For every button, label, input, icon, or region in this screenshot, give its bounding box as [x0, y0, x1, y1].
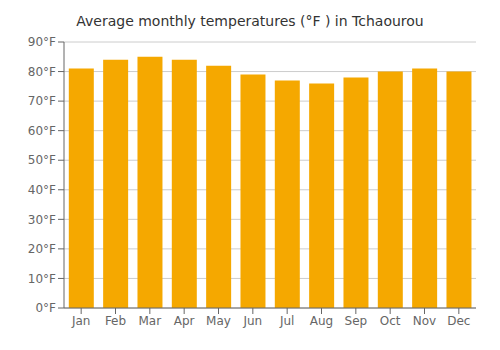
svg-text:20°F: 20°F [28, 242, 56, 256]
svg-text:Sep: Sep [345, 314, 368, 328]
svg-text:0°F: 0°F [35, 301, 56, 315]
svg-text:Nov: Nov [413, 314, 436, 328]
svg-text:Mar: Mar [139, 314, 162, 328]
svg-text:Apr: Apr [174, 314, 195, 328]
html-text:Average monthly temperatures (: Average monthly temperatures (°F ) in Tc… [76, 13, 424, 29]
svg-text:Oct: Oct [380, 314, 401, 328]
svg-text:80°F: 80°F [28, 65, 56, 79]
svg-text:May: May [206, 314, 231, 328]
svg-text:90°F: 90°F [28, 35, 56, 49]
svg-text:60°F: 60°F [28, 124, 56, 138]
svg-text:10°F: 10°F [28, 272, 56, 286]
svg-text:40°F: 40°F [28, 183, 56, 197]
svg-text:50°F: 50°F [28, 153, 56, 167]
svg-text:Jul: Jul [279, 314, 294, 328]
svg-text:70°F: 70°F [28, 94, 56, 108]
svg-text:Jan: Jan [71, 314, 91, 328]
svg-text:Dec: Dec [447, 314, 470, 328]
svg-text:Feb: Feb [105, 314, 126, 328]
svg-text:Aug: Aug [310, 314, 333, 328]
svg-text:30°F: 30°F [28, 213, 56, 227]
svg-text:Jun: Jun [242, 314, 262, 328]
